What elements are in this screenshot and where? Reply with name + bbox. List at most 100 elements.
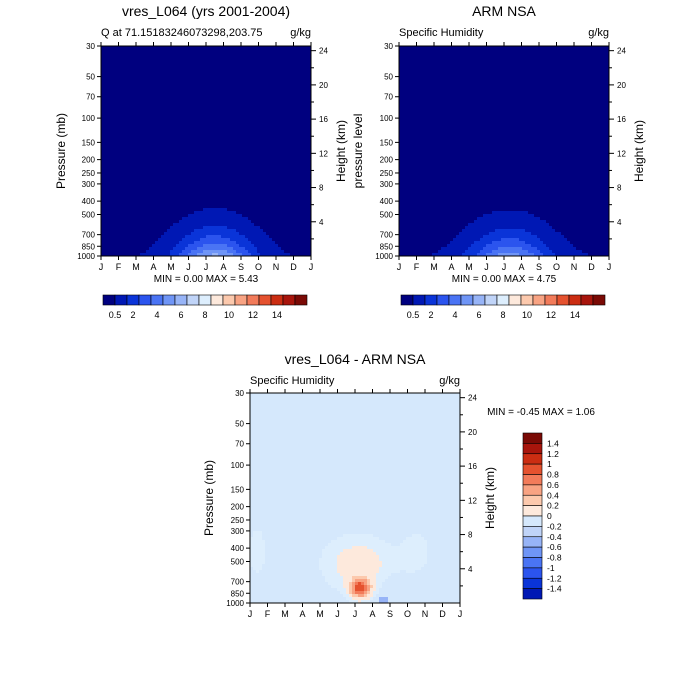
contour-cell — [143, 196, 147, 200]
contour-cell — [185, 76, 189, 80]
contour-cell — [173, 250, 177, 254]
contour-cell — [287, 163, 291, 167]
contour-cell — [287, 67, 291, 71]
contour-cell — [305, 247, 309, 251]
contour-cell — [284, 97, 288, 101]
contour-cell — [218, 163, 222, 167]
contour-cell — [212, 214, 216, 218]
x-tick-label: S — [238, 262, 244, 272]
contour-cell — [221, 181, 225, 185]
contour-cell — [179, 55, 183, 59]
contour-cell — [176, 85, 180, 89]
contour-cell — [254, 178, 258, 182]
contour-cell — [134, 253, 138, 256]
contour-cell — [305, 154, 309, 158]
contour-cell — [209, 247, 213, 251]
contour-cell — [251, 100, 255, 104]
contour-cell — [230, 160, 234, 164]
contour-cell — [251, 232, 255, 236]
contour-cell — [242, 205, 246, 209]
contour-cell — [233, 226, 237, 230]
contour-cell — [185, 241, 189, 245]
contour-cell — [197, 82, 201, 86]
contour-cell — [266, 205, 270, 209]
contour-cell — [200, 187, 204, 191]
contour-cell — [299, 226, 303, 230]
contour-cell — [203, 79, 207, 83]
contour-cell — [218, 199, 222, 203]
contour-cell — [257, 205, 261, 209]
contour-cell — [134, 94, 138, 98]
contour-cell — [266, 160, 270, 164]
contour-cell — [212, 88, 216, 92]
contour-cell — [221, 169, 225, 173]
contour-cell — [287, 73, 291, 77]
contour-cell — [131, 64, 135, 68]
contour-cell — [146, 73, 150, 77]
contour-cell — [233, 103, 237, 107]
contour-cell — [284, 217, 288, 221]
contour-cell — [254, 61, 258, 65]
contour-cell — [203, 58, 207, 62]
contour-cell — [161, 94, 165, 98]
contour-cell — [302, 187, 306, 191]
contour-cell — [263, 217, 267, 221]
contour-cell — [284, 205, 288, 209]
contour-cell — [164, 190, 168, 194]
contour-cell — [203, 52, 207, 56]
contour-cell — [227, 148, 231, 152]
contour-cell — [176, 202, 180, 206]
contour-cell — [119, 82, 123, 86]
contour-cell — [179, 235, 183, 239]
contour-cell — [224, 214, 228, 218]
contour-cell — [113, 52, 117, 56]
contour-cell — [296, 199, 300, 203]
contour-cell — [302, 136, 306, 140]
contour-cell — [134, 130, 138, 134]
contour-cell — [275, 196, 279, 200]
contour-cell — [128, 199, 132, 203]
contour-cell — [128, 181, 132, 185]
contour-cell — [296, 202, 300, 206]
contour-cell — [134, 232, 138, 236]
contour-cell — [164, 184, 168, 188]
contour-cell — [173, 181, 177, 185]
contour-cell — [227, 76, 231, 80]
contour-cell — [284, 82, 288, 86]
contour-cell — [206, 154, 210, 158]
contour-cell — [248, 190, 252, 194]
contour-cell — [128, 196, 132, 200]
contour-cell — [221, 127, 225, 131]
contour-cell — [224, 61, 228, 65]
contour-cell — [188, 235, 192, 239]
contour-cell — [143, 85, 147, 89]
contour-cell — [257, 70, 261, 74]
contour-cell — [299, 58, 303, 62]
contour-cell — [299, 100, 303, 104]
contour-cell — [257, 154, 261, 158]
contour-cell — [125, 160, 129, 164]
contour-cell — [287, 100, 291, 104]
contour-cell — [230, 226, 234, 230]
contour-cell — [230, 211, 234, 215]
contour-cell — [251, 76, 255, 80]
contour-cell — [254, 139, 258, 143]
contour-cell — [107, 145, 111, 149]
contour-cell — [278, 73, 282, 77]
contour-cell — [227, 205, 231, 209]
panel-model-minmax: MIN = 0.00 MAX = 5.43 — [154, 274, 259, 285]
panel-model-y2label: Height (km) — [334, 120, 348, 182]
contour-cell — [113, 223, 117, 227]
contour-cell — [266, 88, 270, 92]
contour-cell — [221, 55, 225, 59]
contour-cell — [158, 157, 162, 161]
contour-cell — [134, 166, 138, 170]
contour-cell — [293, 172, 297, 176]
contour-cell — [293, 46, 297, 50]
contour-cell — [152, 130, 156, 134]
contour-cell — [122, 238, 126, 242]
contour-cell — [284, 154, 288, 158]
contour-cell — [125, 205, 129, 209]
contour-cell — [128, 103, 132, 107]
contour-cell — [158, 235, 162, 239]
